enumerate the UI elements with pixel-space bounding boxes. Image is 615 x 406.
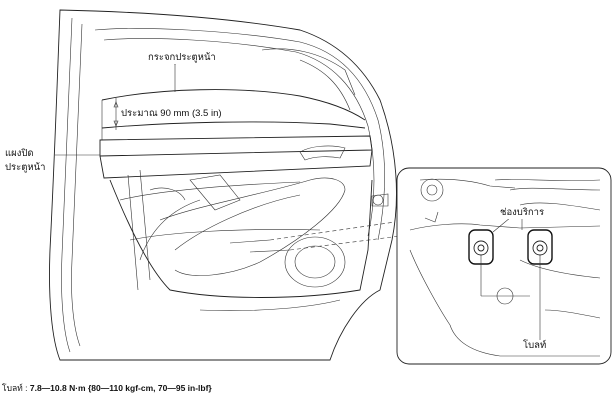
bolt-detail-inset [396, 167, 612, 365]
service-hole-label: ช่องบริการ [500, 207, 545, 219]
front-glass-label: กระจกประตูหน้า [148, 52, 216, 64]
bolt-label: โบลท์ [523, 340, 547, 352]
glass-gap-label: ประมาณ 90 mm (3.5 in) [121, 108, 222, 120]
door-trim-label-line1: แผงปิด [5, 148, 34, 160]
torque-spec-lead: โบลท์ : [2, 383, 30, 393]
front-door-glass [101, 64, 366, 140]
door-trim-label-line2: ประตูหน้า [5, 162, 46, 174]
inset-leaders [229, 221, 401, 253]
door-frame [49, 9, 397, 361]
torque-specification: โบลท์ : 7.8—10.8 N·m {80—110 kgf-cm, 70—… [2, 381, 212, 395]
torque-spec-value: 7.8—10.8 N·m {80—110 kgf-cm, 70—95 in-lb… [29, 383, 212, 393]
door-trim-panel [55, 135, 389, 311]
